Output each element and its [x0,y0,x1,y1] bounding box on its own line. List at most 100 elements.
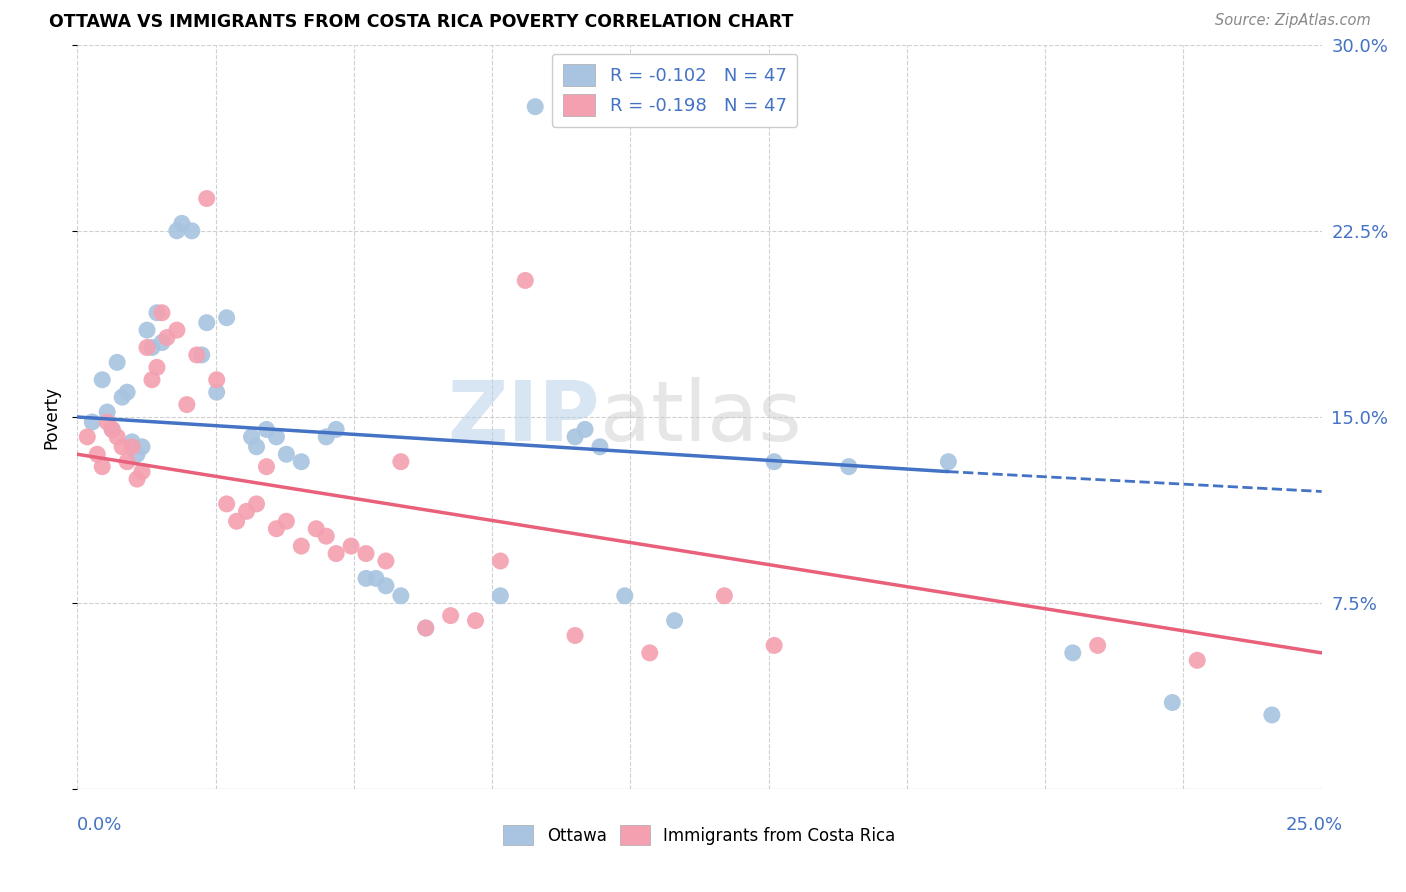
Point [215,310,238,325]
Point [589,440,612,454]
Point [121,434,143,449]
Point [166,224,188,238]
Point [374,554,396,568]
Point [564,628,586,642]
Point [146,360,169,375]
Point [354,571,377,585]
Point [1087,639,1109,653]
Point [354,547,377,561]
Point [290,455,312,469]
Point [290,539,312,553]
Point [574,422,596,436]
Point [763,639,786,653]
Point [664,614,686,628]
Point [340,539,363,553]
Point [115,455,138,469]
Point [245,440,267,454]
Point [440,608,463,623]
Point [125,472,148,486]
Point [111,440,134,454]
Point [315,529,337,543]
Point [389,455,412,469]
Point [315,430,337,444]
Point [136,341,159,355]
Point [235,504,257,518]
Point [195,316,218,330]
Point [524,100,547,114]
Point [256,422,278,436]
Point [1261,708,1284,723]
Point [325,547,347,561]
Text: Source: ZipAtlas.com: Source: ZipAtlas.com [1215,13,1371,29]
Point [763,455,786,469]
Point [389,589,412,603]
Point [131,465,153,479]
Point [141,341,163,355]
Point [150,335,173,350]
Point [276,447,298,461]
Point [82,415,104,429]
Text: OTTAWA VS IMMIGRANTS FROM COSTA RICA POVERTY CORRELATION CHART: OTTAWA VS IMMIGRANTS FROM COSTA RICA POV… [49,13,793,31]
Point [186,348,208,362]
Point [1062,646,1084,660]
Point [96,405,118,419]
Point [195,192,218,206]
Text: 0.0%: 0.0% [77,816,122,834]
Point [205,385,228,400]
Point [415,621,437,635]
Point [415,621,437,635]
Point [305,522,328,536]
Point [156,330,179,344]
Point [1161,696,1184,710]
Point [713,589,735,603]
Point [111,390,134,404]
Point [325,422,347,436]
Point [515,273,537,287]
Point [266,430,288,444]
Point [180,224,202,238]
Point [256,459,278,474]
Point [136,323,159,337]
Point [101,422,124,436]
Point [141,373,163,387]
Point [91,373,114,387]
Legend: Ottawa, Immigrants from Costa Rica: Ottawa, Immigrants from Costa Rica [496,818,903,852]
Point [150,306,173,320]
Point [105,430,128,444]
Point [638,646,661,660]
Point [76,430,98,444]
Point [245,497,267,511]
Point [146,306,169,320]
Point [464,614,486,628]
Point [131,440,153,454]
Point [170,216,193,230]
Text: ZIP: ZIP [447,376,600,458]
Point [489,554,512,568]
Point [101,422,124,436]
Point [266,522,288,536]
Text: 25.0%: 25.0% [1285,816,1343,834]
Point [205,373,228,387]
Point [176,398,198,412]
Point [374,579,396,593]
Point [564,430,586,444]
Point [86,447,108,461]
Point [276,514,298,528]
Point [215,497,238,511]
Point [105,355,128,369]
Point [91,459,114,474]
Point [489,589,512,603]
Point [938,455,960,469]
Point [364,571,387,585]
Point [96,415,118,429]
Point [613,589,636,603]
Point [191,348,214,362]
Point [121,440,143,454]
Point [838,459,860,474]
Point [125,447,148,461]
Point [115,385,138,400]
Text: atlas: atlas [600,376,801,458]
Point [1187,653,1209,667]
Y-axis label: Poverty: Poverty [42,385,60,449]
Point [166,323,188,337]
